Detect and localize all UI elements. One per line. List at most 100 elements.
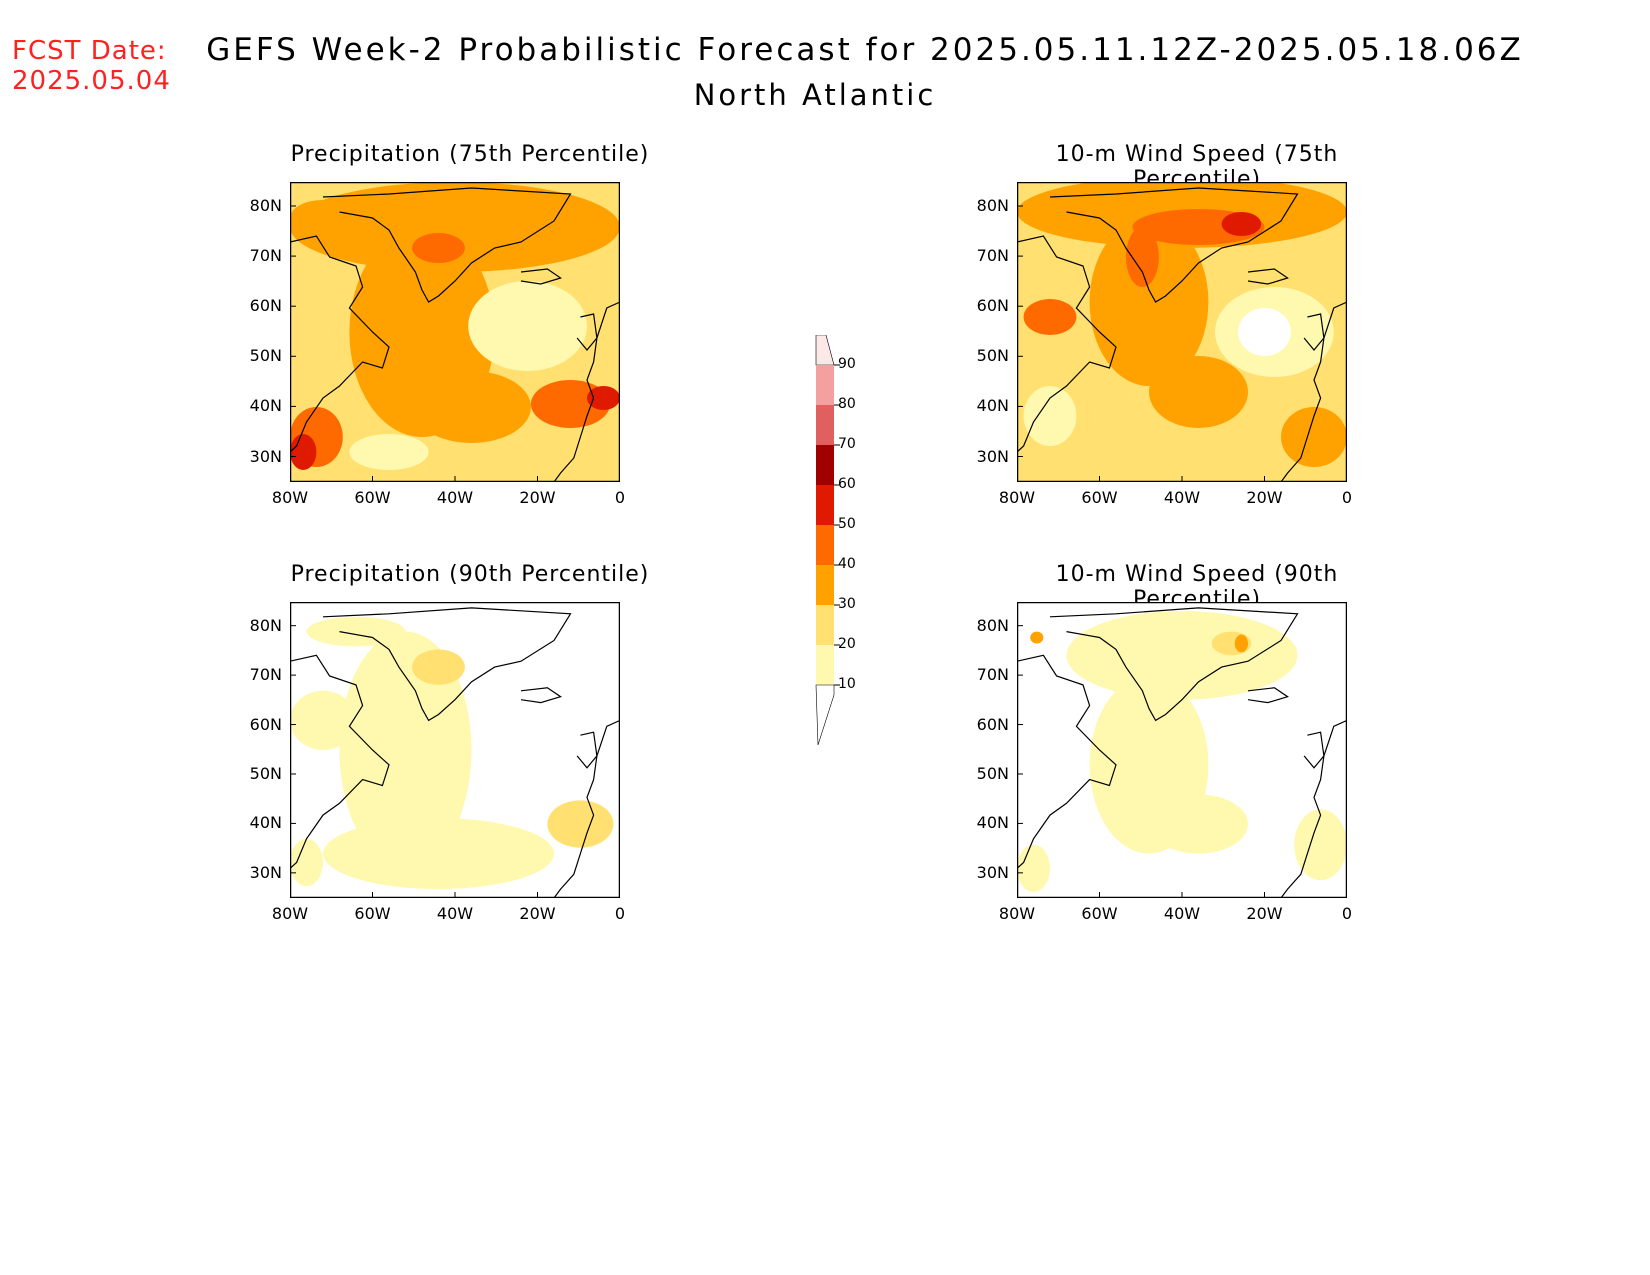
probability-contour bbox=[290, 434, 317, 470]
lat-label: 40N bbox=[976, 396, 1009, 416]
greenland-coastline bbox=[1049, 607, 1299, 722]
lat-label: 60N bbox=[249, 714, 282, 734]
lon-label: 60W bbox=[354, 904, 391, 923]
panel-wind90: 10-m Wind Speed (90th Percentile) 80N 70N… bbox=[957, 562, 1377, 942]
lon-label: 0 bbox=[1341, 488, 1353, 507]
greenland-coastline bbox=[322, 607, 572, 722]
lat-label: 50N bbox=[976, 346, 1009, 366]
britain-coastline bbox=[1303, 313, 1325, 351]
lon-label: 60W bbox=[1081, 904, 1118, 923]
colorbar-swatch bbox=[816, 485, 834, 525]
forecast-date-value: 2025.05.04 bbox=[12, 66, 171, 96]
probability-contour bbox=[306, 616, 406, 647]
britain-coastline bbox=[1303, 731, 1325, 769]
lon-label: 40W bbox=[436, 904, 474, 923]
lat-label: 40N bbox=[249, 396, 282, 416]
iceland-coastline bbox=[1247, 687, 1289, 704]
lat-label: 50N bbox=[249, 346, 282, 366]
probability-contour bbox=[1149, 356, 1248, 428]
colorbar-label: 10 bbox=[838, 676, 856, 692]
lat-label: 30N bbox=[976, 446, 1009, 466]
lon-label: 0 bbox=[614, 488, 626, 507]
colorbar-label: 70 bbox=[838, 436, 856, 452]
page-subtitle: North Atlantic bbox=[693, 78, 937, 112]
north-america-coastline bbox=[1017, 654, 1117, 869]
colorbar-swatch bbox=[816, 645, 834, 685]
probability-contour bbox=[412, 649, 465, 685]
lat-label: 40N bbox=[976, 813, 1009, 833]
forecast-date: FCST Date: 2025.05.04 bbox=[12, 36, 171, 96]
lat-label: 50N bbox=[249, 763, 282, 783]
probability-contour bbox=[468, 281, 587, 371]
lon-label: 20W bbox=[1246, 488, 1283, 507]
probability-contour bbox=[587, 386, 620, 410]
probability-contour bbox=[1023, 299, 1077, 335]
lat-label: 80N bbox=[249, 615, 282, 635]
panel-precip75: Precipitation (75th Percentile) 80N 70N 60… bbox=[230, 142, 650, 522]
iceland-coastline bbox=[520, 687, 562, 704]
panel-title: Precipitation (75th Percentile) bbox=[290, 142, 650, 167]
map-precip90 bbox=[290, 602, 620, 898]
lon-label: 60W bbox=[1081, 488, 1118, 507]
colorbar-swatches bbox=[815, 334, 840, 746]
probability-contour bbox=[1030, 631, 1044, 644]
europe-coastline bbox=[553, 719, 620, 898]
probability-contour bbox=[412, 371, 531, 443]
probability-contour bbox=[1023, 386, 1077, 446]
panel-title: Precipitation (90th Percentile) bbox=[290, 562, 650, 587]
colorbar-label: 30 bbox=[838, 596, 856, 612]
colorbar-swatch bbox=[816, 365, 834, 405]
colorbar-label: 20 bbox=[838, 636, 856, 652]
lon-label: 20W bbox=[519, 904, 556, 923]
lon-label: 0 bbox=[1341, 904, 1353, 923]
panel-precip90: Precipitation (90th Percentile) 80N 70N 60… bbox=[230, 562, 650, 942]
panel-title: 10-m Wind Speed (90th Percentile) bbox=[1055, 562, 1339, 612]
probability-contour bbox=[1149, 794, 1248, 854]
lat-label: 60N bbox=[976, 714, 1009, 734]
lat-label: 30N bbox=[249, 862, 282, 882]
lat-label: 70N bbox=[249, 665, 282, 685]
lon-label: 0 bbox=[614, 904, 626, 923]
map-wind90 bbox=[1017, 602, 1347, 898]
probability-contour bbox=[412, 233, 465, 263]
colorbar-bottom-arrow bbox=[815, 684, 835, 746]
greenland-coastline bbox=[322, 187, 572, 303]
probability-contour bbox=[1294, 809, 1347, 881]
probability-contour bbox=[290, 200, 356, 236]
iceland-coastline bbox=[520, 268, 562, 285]
europe-coastline bbox=[1280, 301, 1347, 482]
probability-contour bbox=[1066, 610, 1298, 700]
colorbar-top-arrow bbox=[815, 334, 835, 366]
probability-contour bbox=[1281, 407, 1347, 467]
lon-label: 40W bbox=[1163, 488, 1201, 507]
lat-label: 70N bbox=[249, 246, 282, 266]
colorbar-label: 50 bbox=[838, 516, 856, 532]
probability-contour bbox=[290, 182, 620, 272]
lon-label: 80W bbox=[998, 488, 1036, 507]
probability-contour bbox=[349, 434, 429, 470]
probability-contour bbox=[339, 631, 472, 869]
probability-contour bbox=[323, 818, 554, 890]
lat-label: 50N bbox=[976, 763, 1009, 783]
colorbar-swatch bbox=[816, 565, 834, 605]
north-america-coastline bbox=[290, 654, 390, 869]
lat-label: 80N bbox=[249, 196, 282, 215]
probability-contour bbox=[290, 690, 356, 750]
colorbar-label: 60 bbox=[838, 476, 856, 492]
probability-contour bbox=[1221, 212, 1262, 236]
britain-coastline bbox=[576, 731, 598, 769]
colorbar-swatch bbox=[816, 405, 834, 445]
colorbar-label: 80 bbox=[838, 396, 856, 412]
lat-label: 70N bbox=[976, 665, 1009, 685]
lon-label: 40W bbox=[436, 488, 474, 507]
lat-label: 40N bbox=[249, 813, 282, 833]
lon-label: 40W bbox=[1163, 904, 1201, 923]
britain-coastline bbox=[576, 313, 598, 351]
europe-coastline bbox=[1280, 719, 1347, 898]
lat-label: 60N bbox=[249, 296, 282, 316]
probability-contour bbox=[547, 800, 614, 848]
map-precip75 bbox=[290, 182, 620, 482]
north-america-coastline bbox=[1017, 235, 1117, 453]
page-title: GEFS Week-2 Probabilistic Forecast for 2… bbox=[206, 32, 1524, 68]
lat-label: 30N bbox=[976, 862, 1009, 882]
